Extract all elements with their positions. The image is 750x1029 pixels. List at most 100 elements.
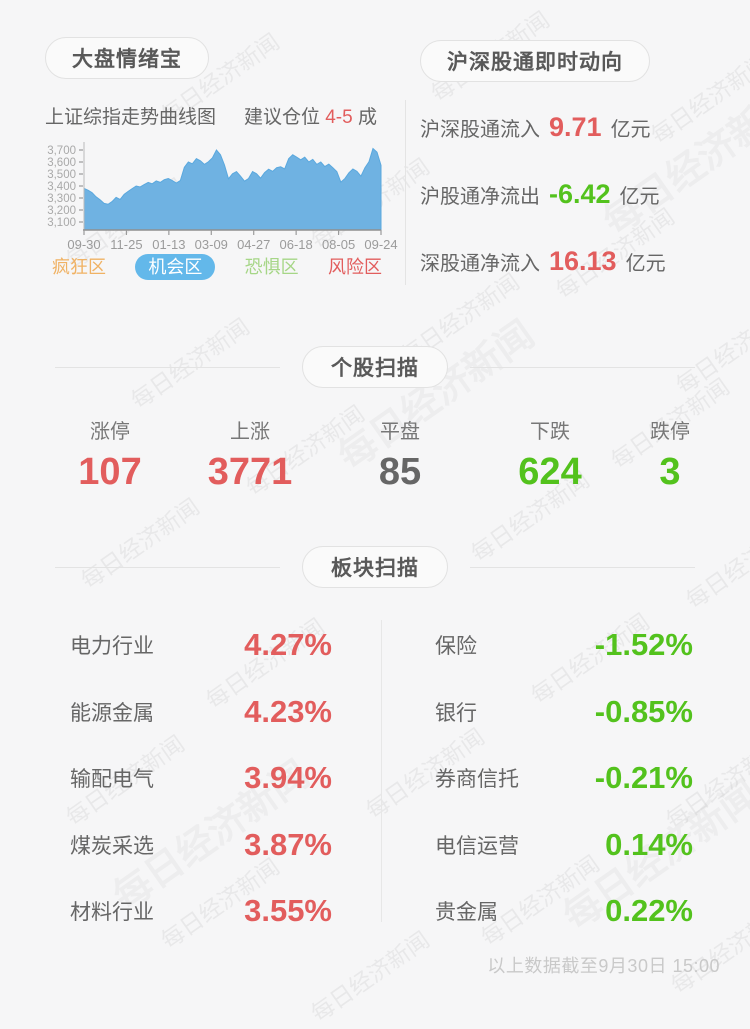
hsgt-flow-unit: 亿元: [610, 119, 651, 141]
stat-label: 跌停: [650, 421, 690, 443]
hsgt-flow-unit: 亿元: [619, 186, 660, 208]
x-axis-tick-label: 03-09: [195, 237, 228, 252]
divider-line-right: [470, 566, 695, 568]
index-area-series: [83, 147, 382, 231]
chart-caption-row: 上证综指走势曲线图 建议仓位 4-5 成: [45, 102, 377, 129]
sector-row: 电力行业 4.27%: [70, 612, 332, 679]
hsgt-flow-row: 沪深股通流入 9.71 亿元: [420, 94, 740, 161]
hsgt-flow-unit: 亿元: [625, 253, 666, 275]
stat-column: 下跌 624: [475, 420, 625, 506]
sector-name: 输配电气: [70, 768, 154, 792]
sector-name: 券商信托: [435, 768, 519, 792]
sector-change-value: 4.27%: [244, 627, 332, 663]
sector-scan-title-pill: 板块扫描: [302, 546, 448, 588]
sector-row: 输配电气 3.94%: [70, 745, 332, 812]
sector-row: 银行 -0.85%: [435, 679, 693, 746]
y-axis-tick-label: 3,600: [47, 157, 76, 169]
x-axis-tick-label: 01-13: [152, 237, 185, 252]
y-axis-tick-label: 3,700: [47, 145, 76, 157]
y-axis-tick-label: 3,100: [47, 217, 76, 229]
sector-change-value: 3.55%: [244, 893, 332, 929]
stock-scan-stats: 涨停 107 上涨 3771 平盘 85 下跌 624 跌停 3: [45, 420, 715, 506]
position-advice-unit: 成: [357, 107, 377, 128]
stat-column: 平盘 85: [325, 420, 475, 506]
sector-row: 材料行业 3.55%: [70, 878, 332, 945]
stat-label: 下跌: [530, 421, 570, 443]
top-section-divider: [405, 100, 406, 285]
sector-row: 券商信托 -0.21%: [435, 745, 693, 812]
position-advice-value: 4-5: [325, 107, 353, 128]
stat-column: 涨停 107: [45, 420, 175, 506]
stock-scan-title-pill: 个股扫描: [302, 346, 448, 388]
sector-row: 能源金属 4.23%: [70, 679, 332, 746]
x-axis-tick-label: 04-27: [237, 237, 270, 252]
sector-name: 能源金属: [70, 701, 154, 725]
divider-line-left: [55, 366, 280, 368]
y-axis-tick-label: 3,500: [47, 169, 76, 181]
y-axis-tick-label: 3,300: [47, 193, 76, 205]
sector-name: 保险: [435, 635, 477, 659]
sector-losers-column: 保险 -1.52% 银行 -0.85% 券商信托 -0.21% 电信运营 0.14% 贵金属 0.…: [435, 612, 693, 945]
stat-column: 上涨 3771: [175, 420, 325, 506]
stat-value: 3: [659, 451, 681, 493]
x-axis-tick-label: 08-05: [322, 237, 355, 252]
x-axis-tick-label: 06-18: [280, 237, 313, 252]
hsgt-flow-row: 沪股通净流出 -6.42 亿元: [420, 161, 740, 228]
y-axis-tick-label: 3,200: [47, 205, 76, 217]
sector-scan-header: 板块扫描: [0, 546, 750, 588]
sector-name: 银行: [435, 701, 477, 725]
sector-gainers-column: 电力行业 4.27% 能源金属 4.23% 输配电气 3.94% 煤炭采选 3.87% 材料行业…: [70, 612, 332, 945]
hsgt-flow-label: 沪股通净流出: [420, 186, 540, 208]
stat-label: 上涨: [230, 421, 270, 443]
sector-change-value: 3.87%: [244, 826, 332, 862]
hsgt-flow-label: 沪深股通流入: [420, 119, 540, 141]
hsgt-flow-value: 9.71: [549, 112, 602, 142]
stat-value: 3771: [207, 451, 293, 493]
x-axis-tick-label: 09-24: [364, 237, 397, 252]
stat-value: 85: [378, 451, 422, 493]
hsgt-flow-value: 16.13: [549, 246, 617, 276]
legend-zone-chip[interactable]: 机会区: [135, 254, 216, 280]
hsgt-flow-value: -6.42: [549, 179, 611, 209]
stat-column: 跌停 3: [625, 420, 715, 506]
sector-name: 煤炭采选: [70, 834, 154, 858]
hsgt-flow-row: 深股通净流入 16.13 亿元: [420, 228, 740, 295]
sector-change-value: 0.14%: [605, 826, 693, 862]
stock-scan-header: 个股扫描: [0, 346, 750, 388]
hsgt-rows: 沪深股通流入 9.71 亿元 沪股通净流出 -6.42 亿元 深股通净流入 16.13 亿元: [420, 94, 740, 295]
sector-change-value: -1.52%: [594, 627, 693, 663]
chart-caption: 上证综指走势曲线图: [45, 107, 217, 128]
position-advice: 建议仓位 4-5 成: [244, 102, 377, 129]
sentiment-zone-legend: 疯狂区 机会区 恐惧区 风险区: [52, 254, 382, 280]
sector-row: 贵金属 0.22%: [435, 878, 693, 945]
x-axis-tick-label: 09-30: [67, 237, 100, 252]
legend-zone-chip[interactable]: 疯狂区: [52, 257, 106, 277]
hsgt-title-pill: 沪深股通即时动向: [420, 40, 650, 82]
sentiment-title: 大盘情绪宝: [72, 48, 182, 71]
position-advice-label: 建议仓位: [243, 107, 320, 128]
sector-change-value: 3.94%: [244, 760, 332, 796]
sector-name: 电信运营: [435, 834, 519, 858]
sentiment-title-pill: 大盘情绪宝: [45, 37, 209, 79]
stat-label: 涨停: [90, 421, 130, 443]
hsgt-flow-label: 深股通净流入: [420, 253, 540, 275]
divider-line-right: [470, 366, 695, 368]
sector-change-value: 4.23%: [244, 693, 332, 729]
sector-row: 电信运营 0.14%: [435, 812, 693, 879]
sector-name: 材料行业: [70, 901, 154, 925]
sector-row: 保险 -1.52%: [435, 612, 693, 679]
legend-zone-chip[interactable]: 恐惧区: [244, 257, 299, 277]
sector-change-value: -0.21%: [594, 760, 693, 796]
hsgt-title: 沪深股通即时动向: [447, 51, 623, 74]
y-axis-tick-label: 3,400: [47, 181, 76, 193]
sector-row: 煤炭采选 3.87%: [70, 812, 332, 879]
sector-name: 贵金属: [435, 901, 498, 925]
divider-line-left: [55, 566, 280, 568]
legend-zone-chip[interactable]: 风险区: [327, 257, 382, 277]
sector-change-value: -0.85%: [594, 693, 693, 729]
sector-change-value: 0.22%: [605, 893, 693, 929]
sector-scan-title: 板块扫描: [331, 557, 419, 580]
x-axis-tick-label: 11-25: [110, 237, 142, 252]
stat-label: 平盘: [380, 421, 420, 443]
